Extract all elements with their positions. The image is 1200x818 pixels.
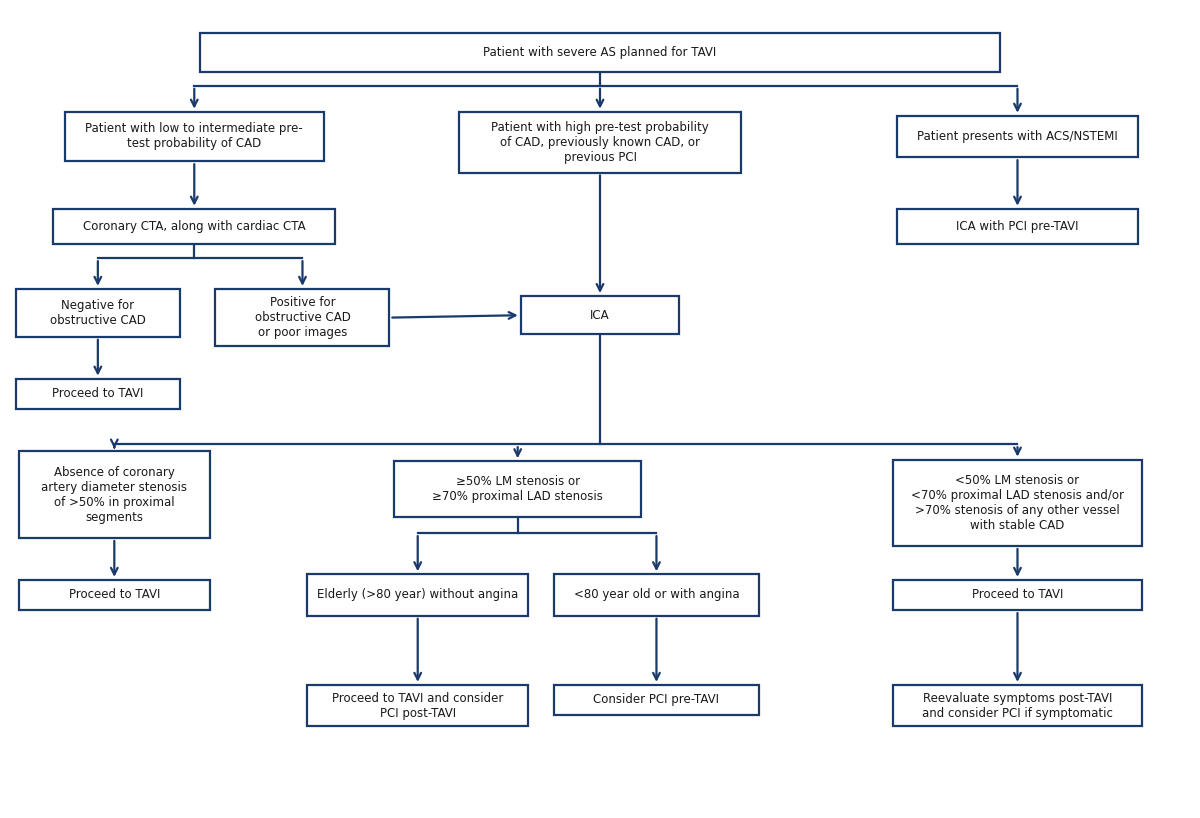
Text: <80 year old or with angina: <80 year old or with angina	[574, 588, 739, 601]
Text: Absence of coronary
artery diameter stenosis
of >50% in proximal
segments: Absence of coronary artery diameter sten…	[41, 465, 187, 524]
Text: Patient with high pre-test probability
of CAD, previously known CAD, or
previous: Patient with high pre-test probability o…	[491, 120, 709, 164]
Text: ICA with PCI pre-TAVI: ICA with PCI pre-TAVI	[956, 220, 1079, 233]
Text: Positive for
obstructive CAD
or poor images: Positive for obstructive CAD or poor ima…	[254, 296, 350, 339]
Text: ≥50% LM stenosis or
≥70% proximal LAD stenosis: ≥50% LM stenosis or ≥70% proximal LAD st…	[432, 475, 604, 503]
FancyBboxPatch shape	[200, 33, 1000, 71]
FancyBboxPatch shape	[65, 111, 324, 161]
FancyBboxPatch shape	[19, 452, 210, 538]
FancyBboxPatch shape	[893, 580, 1142, 610]
FancyBboxPatch shape	[893, 460, 1142, 546]
Text: <50% LM stenosis or
<70% proximal LAD stenosis and/or
>70% stenosis of any other: <50% LM stenosis or <70% proximal LAD st…	[911, 474, 1124, 532]
Text: Elderly (>80 year) without angina: Elderly (>80 year) without angina	[317, 588, 518, 601]
FancyBboxPatch shape	[896, 209, 1138, 244]
FancyBboxPatch shape	[394, 461, 641, 517]
Text: Negative for
obstructive CAD: Negative for obstructive CAD	[50, 299, 145, 327]
FancyBboxPatch shape	[553, 574, 760, 616]
FancyBboxPatch shape	[521, 296, 679, 335]
FancyBboxPatch shape	[16, 379, 180, 409]
FancyBboxPatch shape	[893, 685, 1142, 726]
Text: Coronary CTA, along with cardiac CTA: Coronary CTA, along with cardiac CTA	[83, 220, 306, 233]
Text: Reevaluate symptoms post-TAVI
and consider PCI if symptomatic: Reevaluate symptoms post-TAVI and consid…	[922, 691, 1112, 720]
Text: Proceed to TAVI and consider
PCI post-TAVI: Proceed to TAVI and consider PCI post-TA…	[332, 691, 504, 720]
FancyBboxPatch shape	[16, 289, 180, 337]
FancyBboxPatch shape	[307, 685, 528, 726]
Text: Patient with severe AS planned for TAVI: Patient with severe AS planned for TAVI	[484, 46, 716, 59]
FancyBboxPatch shape	[19, 580, 210, 610]
FancyBboxPatch shape	[307, 574, 528, 616]
FancyBboxPatch shape	[53, 209, 336, 244]
FancyBboxPatch shape	[216, 289, 390, 347]
Text: Proceed to TAVI: Proceed to TAVI	[972, 588, 1063, 601]
FancyBboxPatch shape	[458, 111, 742, 173]
Text: Proceed to TAVI: Proceed to TAVI	[52, 387, 144, 400]
FancyBboxPatch shape	[553, 685, 760, 715]
Text: ICA: ICA	[590, 308, 610, 321]
Text: Patient with low to intermediate pre-
test probability of CAD: Patient with low to intermediate pre- te…	[85, 123, 304, 151]
FancyBboxPatch shape	[896, 115, 1138, 157]
Text: Patient presents with ACS/NSTEMI: Patient presents with ACS/NSTEMI	[917, 130, 1118, 143]
Text: Proceed to TAVI: Proceed to TAVI	[68, 588, 160, 601]
Text: Consider PCI pre-TAVI: Consider PCI pre-TAVI	[594, 694, 720, 707]
